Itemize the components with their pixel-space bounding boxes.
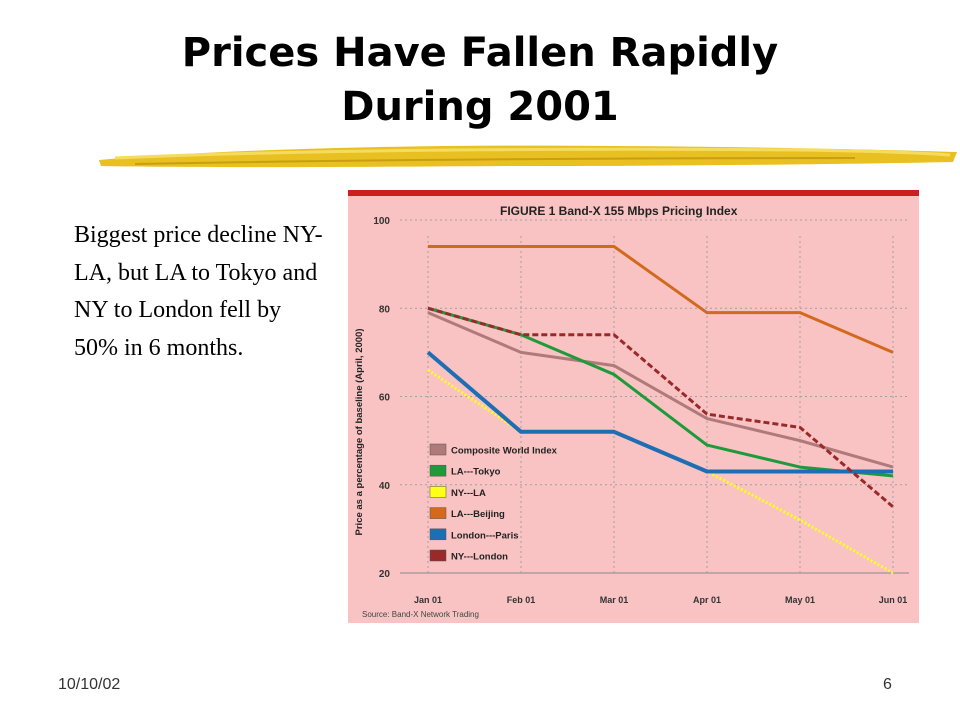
legend-swatch-3 xyxy=(429,507,447,519)
y-tick-label: 100 xyxy=(373,216,390,227)
title-line-1: Prices Have Fallen Rapidly xyxy=(181,30,779,76)
pricing-index-chart: FIGURE 1 Band-X 155 Mbps Pricing Index P… xyxy=(348,190,919,623)
x-tick-label: Jan 01 xyxy=(414,595,442,605)
legend-label-4: London---Paris xyxy=(451,530,519,541)
series-line-0 xyxy=(427,311,894,469)
x-tick-label: Mar 01 xyxy=(600,595,629,605)
legend-label-5: NY---London xyxy=(451,552,508,563)
footer-date: 10/10/02 xyxy=(58,676,121,693)
body-text: Biggest price decline NY-LA, but LA to T… xyxy=(74,222,323,361)
series-line-1 xyxy=(427,306,894,478)
series-line-2 xyxy=(427,368,894,575)
y-tick-label: 40 xyxy=(379,481,391,492)
chart-top-rule xyxy=(348,190,919,196)
legend-swatch-5 xyxy=(429,549,447,562)
x-tick-label: Apr 01 xyxy=(693,595,721,605)
slide-title: Prices Have Fallen Rapidly During 2001 xyxy=(80,26,880,134)
legend-swatch-2 xyxy=(429,486,447,498)
legend-label-1: LA---Tokyo xyxy=(451,467,501,478)
series-line-5 xyxy=(427,306,894,508)
y-tick-label: 60 xyxy=(379,393,391,404)
y-axis-label: Price as a percentage of baseline (April… xyxy=(354,329,365,536)
chart-title: FIGURE 1 Band-X 155 Mbps Pricing Index xyxy=(500,204,738,218)
legend-swatch-0 xyxy=(429,443,447,456)
x-tick-label: Feb 01 xyxy=(507,595,536,605)
chart-source: Source: Band-X Network Trading xyxy=(362,610,479,619)
chart-svg: FIGURE 1 Band-X 155 Mbps Pricing Index P… xyxy=(348,190,919,623)
legend-swatch-1 xyxy=(429,464,447,477)
title-underline-brushstroke xyxy=(99,145,957,168)
series-line-3 xyxy=(428,244,894,354)
y-tick-label: 80 xyxy=(379,304,391,315)
legend-label-0: Composite World Index xyxy=(451,446,558,457)
legend-label-2: NY---LA xyxy=(451,488,486,499)
y-tick-label: 20 xyxy=(379,569,391,580)
page-number: 6 xyxy=(883,676,892,693)
title-line-2: During 2001 xyxy=(341,84,619,130)
legend-label-3: LA---Beijing xyxy=(451,509,505,520)
legend-swatch-4 xyxy=(429,528,447,541)
x-tick-label: May 01 xyxy=(785,595,815,605)
series-line-4 xyxy=(426,350,893,474)
x-tick-label: Jun 01 xyxy=(879,595,908,605)
